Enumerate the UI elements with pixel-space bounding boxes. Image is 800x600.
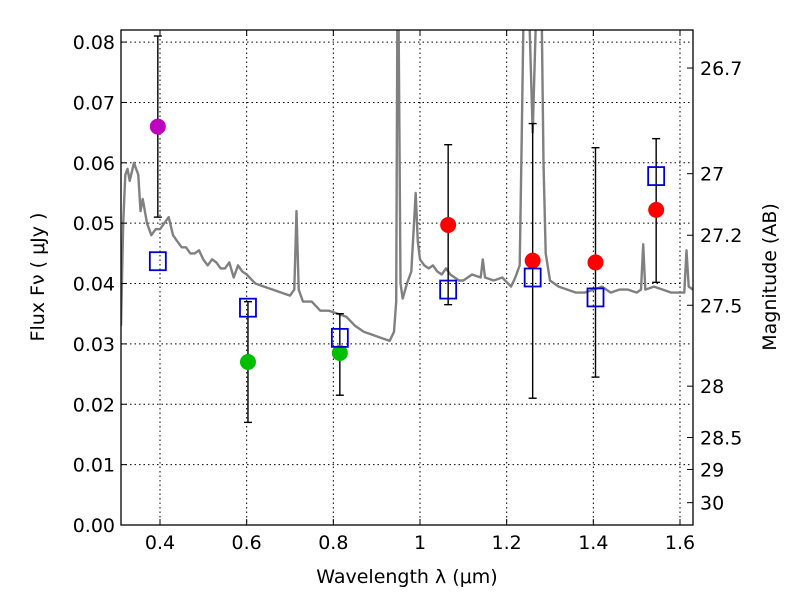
y2-axis-title: Magnitude (AB) — [759, 203, 781, 351]
model-flux-marker — [148, 251, 167, 272]
x-axis-title: Wavelength λ (μm) — [316, 566, 497, 588]
x-tick-label: 1 — [414, 532, 426, 554]
x-tick-label: 0.8 — [318, 532, 348, 554]
mag-tick-label: 27 — [700, 164, 724, 186]
x-tick-label: 0.4 — [145, 532, 175, 554]
observed-flux-point — [648, 201, 665, 218]
mag-tick-label: 30 — [700, 493, 724, 515]
y-tick-label: 0.02 — [73, 394, 115, 416]
plot-area — [121, 30, 693, 525]
axis-ticks: 0.4 0.6 0.8 1 1.2 1.4 1.6 0.00 0.01 0.02 0.03 0.04 0… — [73, 30, 742, 554]
observed-flux-point — [239, 354, 256, 371]
observed-flux-point — [331, 344, 348, 361]
y-tick-label: 0.04 — [73, 274, 115, 296]
y-tick-label: 0.00 — [73, 515, 115, 537]
observed-flux-point — [587, 254, 604, 271]
x-tick-label: 1.6 — [665, 532, 695, 554]
mag-tick-label: 29 — [700, 459, 724, 481]
y-tick-label: 0.03 — [73, 334, 115, 356]
model-spectrum-line — [121, 30, 693, 343]
marks-layer — [148, 35, 666, 424]
observed-flux-point — [440, 216, 457, 233]
model-flux-marker — [439, 279, 458, 300]
model-flux-marker — [330, 327, 349, 348]
model-flux-marker — [239, 297, 257, 318]
x-tick-label: 1.2 — [492, 532, 522, 554]
y-tick-label: 0.05 — [73, 213, 115, 235]
model-spectrum-layer — [121, 30, 693, 343]
model-flux-marker — [586, 287, 605, 308]
y-tick-label: 0.07 — [73, 92, 115, 114]
x-tick-label: 1.4 — [578, 532, 608, 554]
x-tick-label: 0.6 — [232, 532, 262, 554]
plot-frame — [120, 29, 694, 526]
mag-tick-label: 26.7 — [700, 58, 742, 80]
mag-tick-label: 28 — [700, 376, 724, 398]
grid — [121, 30, 693, 526]
mag-tick-label: 27.5 — [700, 295, 742, 317]
y-tick-label: 0.06 — [73, 153, 115, 175]
model-flux-marker — [647, 166, 666, 186]
mag-tick-label: 28.5 — [700, 427, 742, 449]
model-flux-marker — [523, 267, 542, 288]
y-axis-title: Flux Fν ( μJy ) — [27, 213, 49, 342]
observed-flux-point — [524, 252, 541, 269]
observed-flux-point — [149, 118, 166, 135]
y-tick-label: 0.08 — [73, 32, 115, 54]
mag-tick-label: 27.2 — [700, 225, 742, 247]
y-tick-label: 0.01 — [73, 455, 115, 477]
